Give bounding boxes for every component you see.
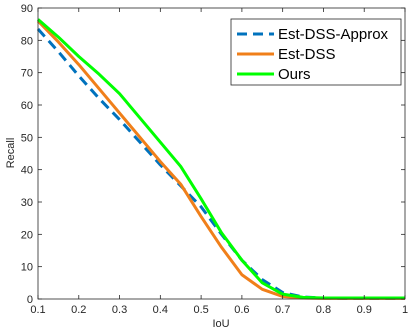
x-tick-label: 0.4 [153, 304, 168, 316]
y-tick-label: 60 [21, 100, 33, 112]
x-tick-label: 1 [402, 304, 408, 316]
x-tick-label: 0.1 [30, 304, 45, 316]
legend-label-est-dss: Est-DSS [278, 46, 336, 63]
y-tick-label: 70 [21, 68, 33, 80]
series-layer [36, 18, 405, 300]
y-axis-label: Recall [5, 138, 17, 169]
x-axis-label: IoU [212, 318, 229, 330]
legend-label-ours: Ours [278, 66, 311, 83]
x-tick-label: 0.8 [316, 304, 331, 316]
series-line-ours [37, 18, 405, 300]
x-tick-label: 0.7 [275, 304, 290, 316]
y-tick-label: 10 [21, 262, 33, 274]
axes-box [37, 7, 406, 300]
legend: Est-DSS-Approx Est-DSS Ours [230, 18, 402, 86]
x-tick-label: 0.6 [234, 304, 249, 316]
y-tick-label: 50 [21, 132, 33, 144]
axes-layer [37, 7, 406, 300]
y-tick-label: 80 [21, 35, 33, 47]
y-tick-label: 40 [21, 165, 33, 177]
x-tick-label: 0.5 [193, 304, 208, 316]
y-tick-label: 90 [21, 3, 33, 15]
x-tick-label: 0.2 [71, 304, 86, 316]
legend-label-est-dss-approx: Est-DSS-Approx [278, 26, 389, 43]
y-tick-label: 30 [21, 197, 33, 209]
y-tick-label: 0 [27, 294, 33, 306]
ticks-layer: 0.1 0.2 0.3 0.4 0.5 0.6 0.7 0.8 0.9 1010203040506… [21, 3, 408, 316]
y-tick-label: 20 [21, 229, 33, 241]
x-tick-label: 0.3 [112, 304, 127, 316]
x-tick-label: 0.9 [357, 304, 372, 316]
